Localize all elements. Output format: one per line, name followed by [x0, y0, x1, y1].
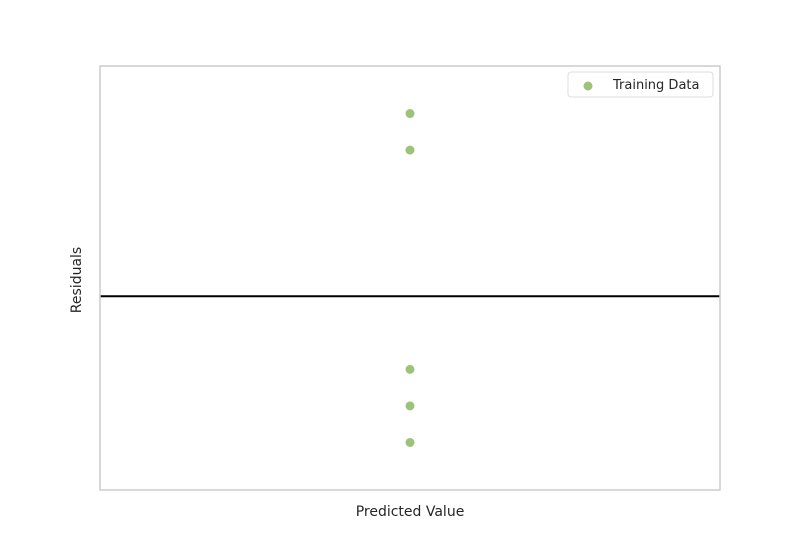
data-point	[405, 401, 415, 411]
legend-marker	[583, 81, 593, 91]
plot-background	[100, 66, 720, 490]
data-point	[405, 109, 415, 119]
y-axis-label: Residuals	[69, 247, 85, 313]
scatter-points	[405, 109, 415, 447]
plot-frame	[99, 65, 721, 491]
data-point	[405, 437, 415, 447]
data-point	[405, 145, 415, 155]
x-axis-label: Predicted Value	[356, 504, 465, 520]
legend: Training Data	[567, 71, 714, 98]
plot-area	[100, 66, 720, 490]
legend-box	[567, 71, 714, 98]
data-point	[405, 364, 415, 374]
legend-label: Training Data	[612, 78, 699, 93]
